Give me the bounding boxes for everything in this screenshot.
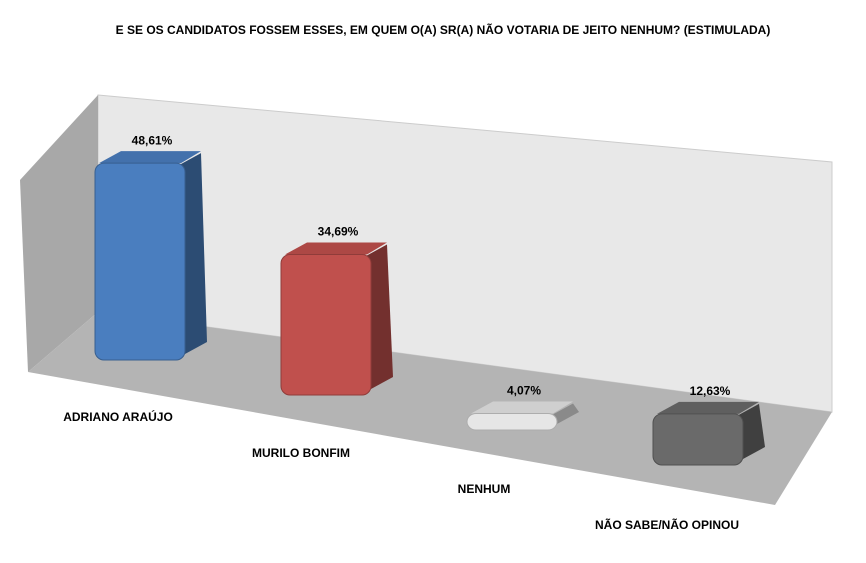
bar-face: [737, 403, 765, 459]
bar-face: [652, 413, 744, 466]
bar: [94, 151, 207, 361]
bar-face: [365, 244, 393, 389]
bar: [466, 401, 579, 431]
value-label: 12,63%: [690, 384, 731, 398]
x-tick-label: NENHUM: [458, 482, 511, 496]
value-label: 48,61%: [132, 133, 173, 147]
bar-face: [657, 401, 759, 414]
value-label: 4,07%: [507, 384, 541, 398]
bar: [652, 401, 765, 466]
bar-face: [179, 153, 207, 354]
bar-face: [471, 401, 573, 414]
x-tick-label: MURILO BONFIM: [252, 446, 350, 460]
bar-face: [99, 151, 201, 164]
bar: [280, 242, 393, 396]
floor: [28, 312, 832, 505]
bar-face: [280, 254, 372, 396]
bar-face: [466, 413, 558, 431]
x-tick-label: ADRIANO ARAÚJO: [63, 409, 173, 424]
x-tick-label: NÃO SABE/NÃO OPINOU: [595, 517, 739, 532]
value-label: 34,69%: [318, 225, 359, 239]
chart-title: E SE OS CANDIDATOS FOSSEM ESSES, EM QUEM…: [116, 22, 771, 37]
bar-face: [94, 162, 186, 361]
bar-face: [285, 242, 387, 255]
bar-face: [551, 403, 579, 424]
side-wall: [20, 95, 98, 372]
